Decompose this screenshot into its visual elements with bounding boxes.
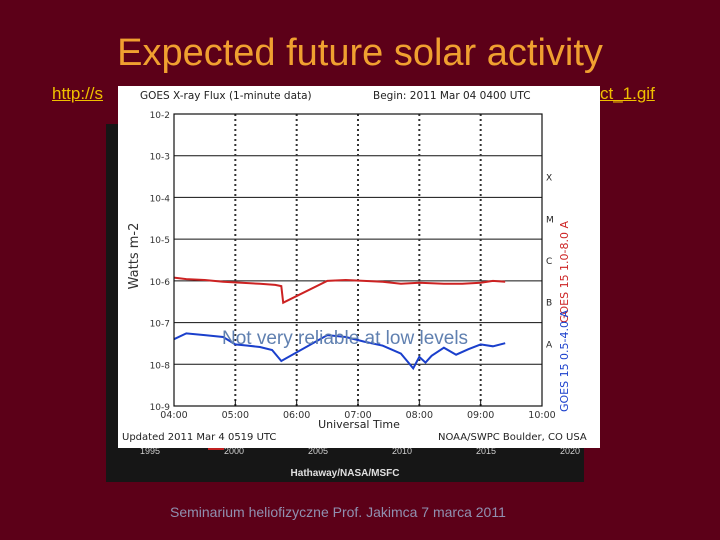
y-tick-label: 10-2 xyxy=(150,111,170,121)
year-tick: 2000 xyxy=(224,446,245,456)
series-line xyxy=(173,276,506,305)
flare-class-label: C xyxy=(546,257,552,267)
y-tick-label: 10-9 xyxy=(150,403,171,413)
x-tick-label: 10:00 xyxy=(528,410,555,421)
year-tick: 2010 xyxy=(392,446,413,456)
series-line xyxy=(173,332,506,371)
x-tick-label: 05:00 xyxy=(222,410,249,421)
background-credit: Hathaway/NASA/MSFC xyxy=(290,468,400,479)
plot-footer-right: NOAA/SWPC Boulder, CO USA xyxy=(438,432,587,443)
flare-class-label: X xyxy=(546,174,552,184)
plot-header-right: Begin: 2011 Mar 04 0400 UTC xyxy=(373,90,531,102)
y-tick-label: 10-6 xyxy=(150,278,171,288)
y-tick-label: 10-4 xyxy=(150,194,171,204)
x-tick-label: 06:00 xyxy=(283,410,310,421)
x-tick-label: 07:00 xyxy=(344,410,371,421)
year-tick: 2020 xyxy=(560,446,581,456)
y-tick-label: 10-7 xyxy=(150,320,170,330)
y-tick-label: 10-5 xyxy=(150,236,170,246)
goes-chart: 10-9 10-8 10-7 10-6 10-5 10-4 10-3 10-2 04:00 05:… xyxy=(127,111,571,431)
right-label-blue: GOES 15 0.5-4.0 A xyxy=(558,309,571,412)
flare-class-label: A xyxy=(546,340,553,350)
year-tick: 2015 xyxy=(476,446,497,456)
slide-footer: Seminarium heliofizyczne Prof. Jakimca 7… xyxy=(170,504,506,520)
x-tick-label: 08:00 xyxy=(406,410,433,421)
x-tick-label: 04:00 xyxy=(160,410,187,421)
x-tick-label: 09:00 xyxy=(467,410,494,421)
year-tick: 1995 xyxy=(140,446,161,456)
source-link[interactable]: http://s xyxy=(52,84,104,103)
flare-class-label: M xyxy=(546,215,554,225)
red-series-mark xyxy=(208,447,224,450)
slide-title: Expected future solar activity xyxy=(117,32,603,74)
plot-header-left: GOES X-ray Flux (1-minute data) xyxy=(140,90,312,102)
plot-footer-left: Updated 2011 Mar 4 0519 UTC xyxy=(122,432,277,443)
y-tick-label: 10-3 xyxy=(150,153,170,163)
year-tick: 2005 xyxy=(308,446,329,456)
flare-class-label: B xyxy=(546,299,552,309)
overlay-note: Not very reliable at low levels xyxy=(222,328,469,349)
x-axis-label: Universal Time xyxy=(318,418,400,431)
goes-plot-image: GOES X-ray Flux (1-minute data) Begin: 2… xyxy=(118,86,600,448)
y-axis-label: Watts m-2 xyxy=(127,223,142,290)
right-label-red: GOES 15 1.0-8.0 A xyxy=(558,220,571,323)
y-tick-label: 10-8 xyxy=(150,361,171,371)
source-link-end[interactable]: ct_1.gif xyxy=(600,84,655,103)
